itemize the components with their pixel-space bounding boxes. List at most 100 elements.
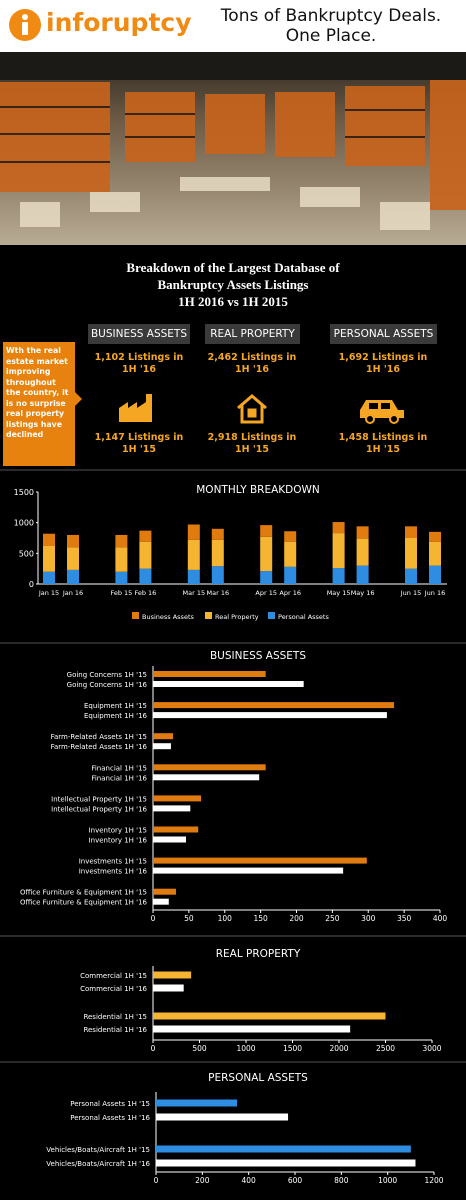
bar (156, 1113, 289, 1121)
stat-value: 1,458 Listings in 1H '15 (338, 432, 428, 455)
category-label: Inventory 1H '16 (89, 837, 148, 845)
bar-segment (43, 545, 55, 572)
title-line: Breakdown of the Largest Database of (126, 260, 340, 275)
x-tick-label: 50 (184, 914, 194, 923)
x-tick-label: 2500 (376, 1044, 395, 1053)
legend-label: Personal Assets (278, 613, 329, 621)
bar-segment (332, 522, 345, 534)
bar-segment (67, 569, 79, 584)
category-label: Office Furniture & Equipment 1H '15 (20, 889, 147, 897)
bar (153, 1012, 386, 1020)
bar-segment (187, 539, 200, 570)
y-tick-label: 1000 (14, 519, 34, 528)
stat-value: 2,462 Listings in 1H '16 (207, 352, 297, 375)
bar-segment (260, 525, 273, 537)
bar-segment (356, 538, 369, 566)
x-tick-label: Feb 15 (110, 589, 132, 597)
title-line: 1H 2016 vs 1H 2015 (178, 294, 288, 309)
bar (156, 1099, 238, 1107)
warehouse-photo (0, 52, 466, 245)
x-tick-label: Jan 16 (62, 589, 83, 597)
stat-icons (119, 394, 404, 424)
x-tick-label: 100 (218, 914, 233, 923)
bar-segment (405, 526, 417, 538)
x-tick-label: 350 (397, 914, 412, 923)
x-tick-label: 600 (288, 1176, 303, 1185)
bar (153, 857, 367, 864)
x-tick-label: Mar 16 (206, 589, 229, 597)
bar-segment (429, 541, 441, 566)
chart-title: MONTHLY BREAKDOWN (196, 484, 319, 496)
title-line: Bankruptcy Assets Listings (157, 277, 309, 292)
chart-title: PERSONAL ASSETS (208, 1072, 308, 1084)
category-label: Farm-Related Assets 1H '16 (51, 743, 148, 751)
x-tick-label: 300 (361, 914, 376, 923)
stat-heading: PERSONAL ASSETS (330, 324, 437, 344)
bar (153, 733, 174, 740)
category-label: Going Concerns 1H '15 (67, 671, 147, 679)
x-tick-label: 400 (242, 1176, 257, 1185)
bar-segment (139, 568, 152, 584)
x-tick-label: 500 (192, 1044, 207, 1053)
legend-swatch (268, 612, 275, 619)
bar-segment (139, 541, 152, 569)
y-tick-label: 0 (29, 580, 34, 589)
bar-segment (211, 528, 224, 540)
category-label: Commercial 1H '15 (80, 972, 147, 980)
category-label: Equipment 1H '16 (84, 712, 148, 720)
category-label: Investments 1H '16 (79, 868, 148, 876)
bar (153, 1025, 351, 1033)
car-icon (360, 400, 404, 424)
category-label: Personal Assets 1H '16 (70, 1114, 150, 1122)
y-tick-label: 1500 (14, 488, 34, 497)
stat-value: 1,147 Listings in 1H '15 (94, 432, 184, 455)
bar-segment (405, 538, 417, 569)
x-tick-label: 0 (151, 1044, 156, 1053)
x-tick-label: Jan 15 (38, 589, 59, 597)
chart-title: REAL PROPERTY (216, 948, 301, 960)
x-tick-label: Jun 15 (400, 589, 422, 597)
house-icon (237, 394, 267, 424)
stat-value: 1,102 Listings in 1H '16 (94, 352, 184, 375)
x-tick-label: May 16 (351, 589, 375, 597)
category-label: Commercial 1H '16 (80, 985, 147, 993)
bar (153, 836, 187, 843)
bar-segment (284, 531, 297, 542)
bar (156, 1145, 411, 1153)
legend-swatch (205, 612, 212, 619)
bar (153, 867, 344, 874)
bar-segment (405, 568, 417, 584)
bar (153, 702, 395, 709)
x-tick-label: 250 (325, 914, 340, 923)
x-tick-label: 800 (334, 1176, 349, 1185)
legend-label: Real Property (215, 613, 259, 621)
bar-segment (187, 569, 200, 584)
bar (153, 795, 202, 802)
legend-swatch (132, 612, 139, 619)
x-tick-label: 200 (289, 914, 304, 923)
stat-value: 1,692 Listings in 1H '16 (338, 352, 428, 375)
bar-segment (332, 568, 345, 584)
x-tick-label: 0 (151, 914, 156, 923)
x-tick-label: Mar 15 (182, 589, 205, 597)
x-tick-label: May 15 (327, 589, 351, 597)
category-label: Intellectual Property 1H '16 (51, 805, 147, 813)
bar-segment (115, 534, 128, 548)
note-arrow (75, 392, 82, 406)
x-tick-label: Feb 16 (134, 589, 156, 597)
logo-text: inforuptcy (46, 8, 192, 37)
category-label: Personal Assets 1H '15 (70, 1100, 150, 1108)
bar-segment (211, 566, 224, 584)
category-label: Intellectual Property 1H '15 (51, 795, 147, 803)
category-label: Investments 1H '15 (79, 858, 147, 866)
tagline: One Place. (285, 26, 377, 46)
bar-segment (187, 524, 200, 540)
bar (153, 712, 387, 719)
bar-segment (356, 526, 369, 539)
x-tick-label: Apr 15 (255, 589, 277, 597)
bar-segment (429, 531, 441, 542)
bar-segment (67, 547, 79, 570)
x-tick-label: 2000 (329, 1044, 348, 1053)
stat-heading: BUSINESS ASSETS (88, 324, 190, 344)
x-tick-label: 1000 (378, 1176, 397, 1185)
